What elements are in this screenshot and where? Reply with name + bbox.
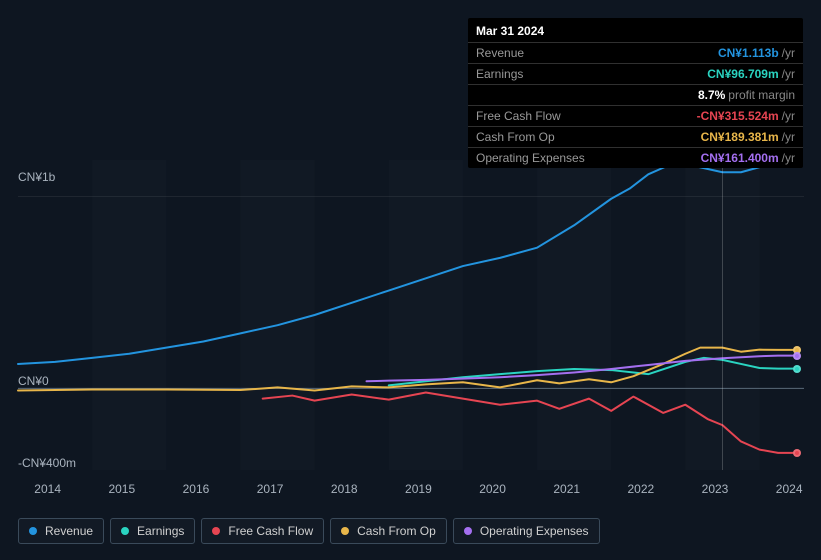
x-tick-label: 2022	[628, 482, 655, 496]
x-tick-label: 2017	[257, 482, 284, 496]
legend-label: Earnings	[137, 524, 184, 538]
legend-item-fcf[interactable]: Free Cash Flow	[201, 518, 324, 544]
x-tick-label: 2021	[553, 482, 580, 496]
tooltip-date: Mar 31 2024	[468, 18, 803, 42]
tooltip-row-label: Free Cash Flow	[476, 108, 561, 124]
tooltip-row: Operating Expenses CN¥161.400m/yr	[468, 147, 803, 168]
end-marker-earnings	[793, 365, 801, 373]
line-chart-svg	[18, 160, 804, 470]
legend: Revenue Earnings Free Cash Flow Cash From O…	[18, 518, 600, 544]
tooltip-row-label: Operating Expenses	[476, 150, 585, 166]
x-tick-label: 2019	[405, 482, 432, 496]
legend-item-cfo[interactable]: Cash From Op	[330, 518, 447, 544]
tooltip-row-value: CN¥189.381m/yr	[701, 129, 795, 145]
legend-label: Cash From Op	[357, 524, 436, 538]
hover-vline	[722, 160, 723, 470]
tooltip-row-label: Earnings	[476, 66, 523, 82]
legend-dot-icon	[464, 527, 472, 535]
legend-dot-icon	[29, 527, 37, 535]
x-tick-label: 2018	[331, 482, 358, 496]
tooltip-row: Free Cash Flow -CN¥315.524m/yr	[468, 105, 803, 126]
tooltip-row-label: Revenue	[476, 45, 524, 61]
legend-item-earnings[interactable]: Earnings	[110, 518, 195, 544]
tooltip-row-value: CN¥161.400m/yr	[701, 150, 795, 166]
legend-label: Operating Expenses	[480, 524, 589, 538]
legend-item-opex[interactable]: Operating Expenses	[453, 518, 600, 544]
tooltip-row: Revenue CN¥1.113b/yr	[468, 42, 803, 63]
legend-dot-icon	[341, 527, 349, 535]
x-tick-label: 2024	[776, 482, 803, 496]
tooltip-row: Cash From Op CN¥189.381m/yr	[468, 126, 803, 147]
x-tick-label: 2020	[479, 482, 506, 496]
tooltip-row-label: Cash From Op	[476, 129, 555, 145]
tooltip-row-value: CN¥96.709m/yr	[707, 66, 795, 82]
x-tick-label: 2016	[183, 482, 210, 496]
tooltip-row-value: 8.7%profit margin	[698, 87, 795, 103]
tooltip-row-value: CN¥1.113b/yr	[718, 45, 795, 61]
chart-tooltip: Mar 31 2024 Revenue CN¥1.113b/yr Earnings C…	[468, 18, 803, 168]
chart-area: CN¥1bCN¥0-CN¥400m	[18, 160, 804, 470]
legend-item-revenue[interactable]: Revenue	[18, 518, 104, 544]
end-marker-opex	[793, 352, 801, 360]
x-tick-label: 2015	[108, 482, 135, 496]
tooltip-row: 8.7%profit margin	[468, 84, 803, 105]
legend-label: Free Cash Flow	[228, 524, 313, 538]
tooltip-row: Earnings CN¥96.709m/yr	[468, 63, 803, 84]
legend-dot-icon	[121, 527, 129, 535]
x-tick-label: 2023	[702, 482, 729, 496]
legend-label: Revenue	[45, 524, 93, 538]
legend-dot-icon	[212, 527, 220, 535]
tooltip-row-value: -CN¥315.524m/yr	[697, 108, 795, 124]
end-marker-fcf	[793, 449, 801, 457]
x-tick-label: 2014	[34, 482, 61, 496]
